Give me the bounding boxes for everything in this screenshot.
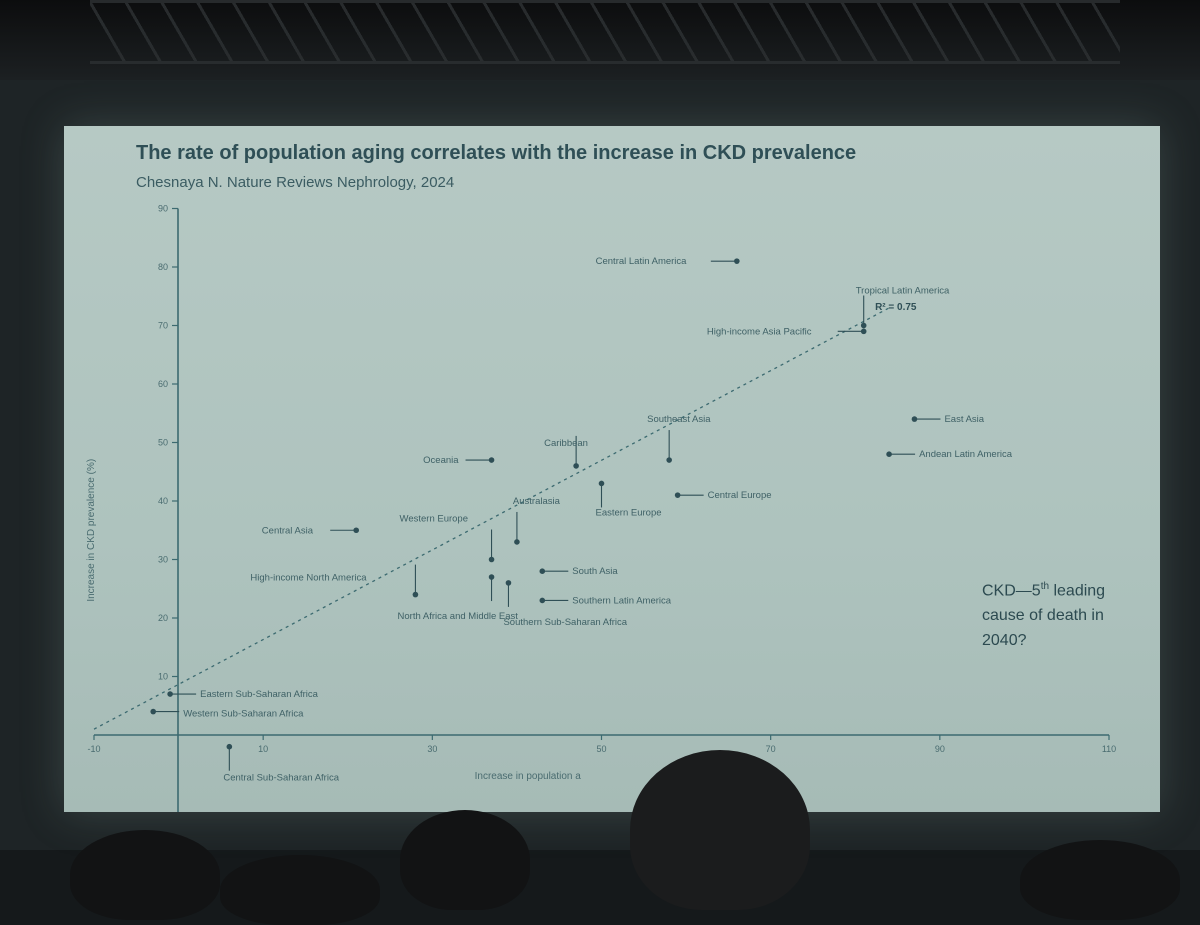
y-tick-label: 50	[158, 438, 168, 448]
x-tick-label: 50	[596, 744, 606, 754]
r-squared-label: R² = 0.75	[875, 302, 917, 313]
ceiling	[0, 0, 1200, 80]
x-tick-label: 10	[258, 744, 268, 754]
point-label: Central Sub-Saharan Africa	[223, 773, 339, 784]
point-label: Western Sub-Saharan Africa	[183, 709, 304, 720]
data-point	[488, 556, 495, 563]
projected-slide: The rate of population aging correlates …	[64, 126, 1160, 812]
y-tick-label: 30	[158, 555, 168, 565]
point-label: Central Asia	[262, 525, 314, 536]
x-tick-label: 30	[427, 744, 437, 754]
x-tick-label: 110	[1102, 744, 1116, 754]
y-axis-label: Increase in CKD prevalence (%)	[86, 459, 97, 602]
point-label: High-income North America	[250, 573, 367, 584]
note-superscript: th	[1040, 581, 1050, 592]
data-point	[412, 591, 419, 598]
point-label: Southern Latin America	[572, 595, 671, 606]
point-label: Tropical Latin America	[856, 286, 950, 297]
note-line-1: CKD—5	[982, 582, 1041, 600]
y-tick-label: 20	[158, 613, 168, 623]
point-label: Eastern Europe	[596, 507, 662, 518]
point-label: Andean Latin America	[919, 449, 1013, 460]
trendline	[93, 307, 890, 730]
x-axis-label: Increase in population a	[475, 771, 582, 782]
audience-head	[220, 855, 380, 925]
scatter-chart: -20102030405060708090-101030507090110Inc…	[86, 204, 1116, 812]
y-tick-label: 70	[158, 321, 168, 331]
point-label: Southeast Asia	[647, 414, 711, 425]
data-point	[167, 691, 173, 697]
x-tick-label: 90	[935, 744, 945, 754]
y-tick-label: 90	[158, 204, 168, 214]
lighting-truss	[90, 0, 1120, 64]
data-point	[150, 708, 157, 715]
point-label: Australasia	[513, 496, 561, 507]
audience-silhouettes	[0, 750, 1200, 925]
data-point	[353, 527, 360, 534]
y-tick-label: 60	[158, 379, 168, 389]
point-label: Southern Sub-Saharan Africa	[503, 617, 627, 628]
slide-title: The rate of population aging correlates …	[136, 142, 857, 164]
point-label: Central Latin America	[596, 256, 688, 267]
point-label: North Africa and Middle East	[398, 611, 519, 622]
audience-head	[630, 750, 810, 910]
y-tick-label: 80	[158, 262, 168, 272]
y-tick-label: 40	[158, 496, 168, 506]
point-label: Western Europe	[400, 514, 468, 525]
note-line-1-suffix: leading	[1049, 582, 1106, 600]
x-tick-label: -10	[87, 744, 100, 754]
point-label: East Asia	[944, 414, 984, 425]
audience-head	[400, 810, 530, 910]
ckd-note: CKD—5th leading cause of death in 2040?	[982, 574, 1105, 653]
note-line-2: cause of death in	[982, 607, 1104, 625]
point-label: High-income Asia Pacific	[707, 326, 812, 337]
data-point	[488, 457, 495, 463]
note-line-3: 2040?	[982, 632, 1027, 650]
x-tick-label: 70	[766, 744, 776, 754]
point-label: Eastern Sub-Saharan Africa	[200, 689, 318, 700]
point-label: Oceania	[423, 455, 459, 466]
data-point	[573, 463, 579, 469]
point-label: Caribbean	[544, 438, 588, 449]
point-label: South Asia	[572, 566, 618, 577]
y-tick-label: 10	[158, 672, 168, 682]
slide-subtitle: Chesnaya N. Nature Reviews Nephrology, 2…	[136, 174, 455, 191]
point-label: Central Europe	[708, 490, 772, 501]
audience-head	[70, 830, 220, 920]
audience-head	[1020, 840, 1180, 920]
